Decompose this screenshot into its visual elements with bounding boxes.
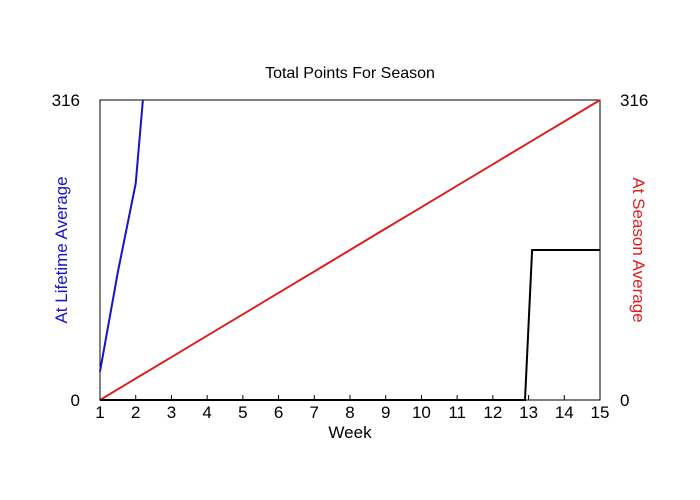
x-tick-label: 15 — [591, 403, 610, 422]
y-tick-label-left: 0 — [71, 391, 80, 410]
x-tick-label: 1 — [95, 403, 104, 422]
left-y-axis-label: At Lifetime Average — [52, 176, 71, 323]
y-tick-label-right: 0 — [620, 391, 629, 410]
x-tick-label: 6 — [274, 403, 283, 422]
x-tick-label: 10 — [412, 403, 431, 422]
series-line-1 — [99, 99, 144, 372]
y-tick-label-right: 316 — [620, 91, 648, 110]
x-tick-label: 12 — [483, 403, 502, 422]
x-tick-label: 11 — [448, 403, 466, 422]
series-line-3 — [100, 249, 600, 401]
x-tick-label: 9 — [381, 403, 390, 422]
x-tick-label: 3 — [167, 403, 176, 422]
right-y-axis-label: At Season Average — [629, 177, 648, 322]
series-line-2 — [99, 99, 601, 401]
x-tick-label: 14 — [555, 403, 574, 422]
x-tick-label: 4 — [202, 403, 211, 422]
x-tick-label: 5 — [238, 403, 247, 422]
x-axis-label: Week — [328, 423, 372, 442]
x-axis-ticks: 1 2 3 4 5 6 7 8 9 10 11 12 13 14 15 — [95, 395, 609, 422]
x-tick-label: 8 — [345, 403, 354, 422]
y-tick-label-left: 316 — [52, 91, 80, 110]
chart-title: Total Points For Season — [265, 65, 435, 82]
x-tick-label: 7 — [310, 403, 319, 422]
y-axis-ticks: 0 0 316 316 — [52, 91, 649, 410]
x-tick-label: 13 — [519, 403, 538, 422]
x-tick-label: 2 — [131, 403, 140, 422]
series-layer — [99, 99, 601, 401]
